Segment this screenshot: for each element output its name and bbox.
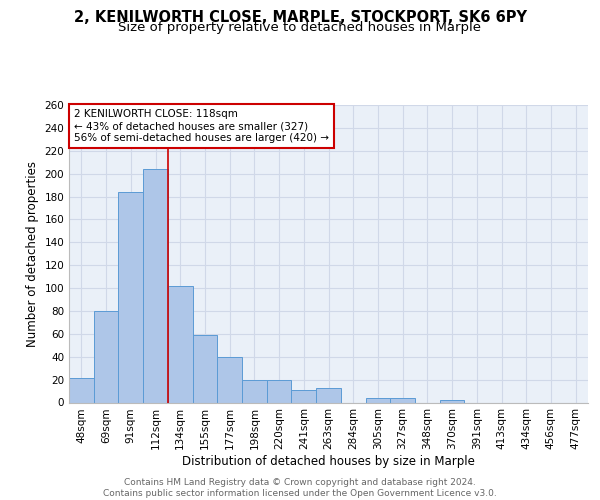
Bar — [267, 380, 292, 402]
Bar — [292, 390, 316, 402]
Bar — [168, 286, 193, 403]
Bar — [193, 335, 217, 402]
Bar — [390, 398, 415, 402]
Y-axis label: Number of detached properties: Number of detached properties — [26, 161, 39, 347]
Bar — [94, 311, 118, 402]
Bar — [440, 400, 464, 402]
Text: Size of property relative to detached houses in Marple: Size of property relative to detached ho… — [119, 21, 482, 34]
Bar — [143, 169, 168, 402]
Bar — [316, 388, 341, 402]
Text: 2, KENILWORTH CLOSE, MARPLE, STOCKPORT, SK6 6PY: 2, KENILWORTH CLOSE, MARPLE, STOCKPORT, … — [74, 10, 527, 25]
Text: Contains HM Land Registry data © Crown copyright and database right 2024.
Contai: Contains HM Land Registry data © Crown c… — [103, 478, 497, 498]
X-axis label: Distribution of detached houses by size in Marple: Distribution of detached houses by size … — [182, 455, 475, 468]
Bar — [365, 398, 390, 402]
Bar — [242, 380, 267, 402]
Text: 2 KENILWORTH CLOSE: 118sqm
← 43% of detached houses are smaller (327)
56% of sem: 2 KENILWORTH CLOSE: 118sqm ← 43% of deta… — [74, 110, 329, 142]
Bar — [118, 192, 143, 402]
Bar — [217, 356, 242, 403]
Bar — [69, 378, 94, 402]
